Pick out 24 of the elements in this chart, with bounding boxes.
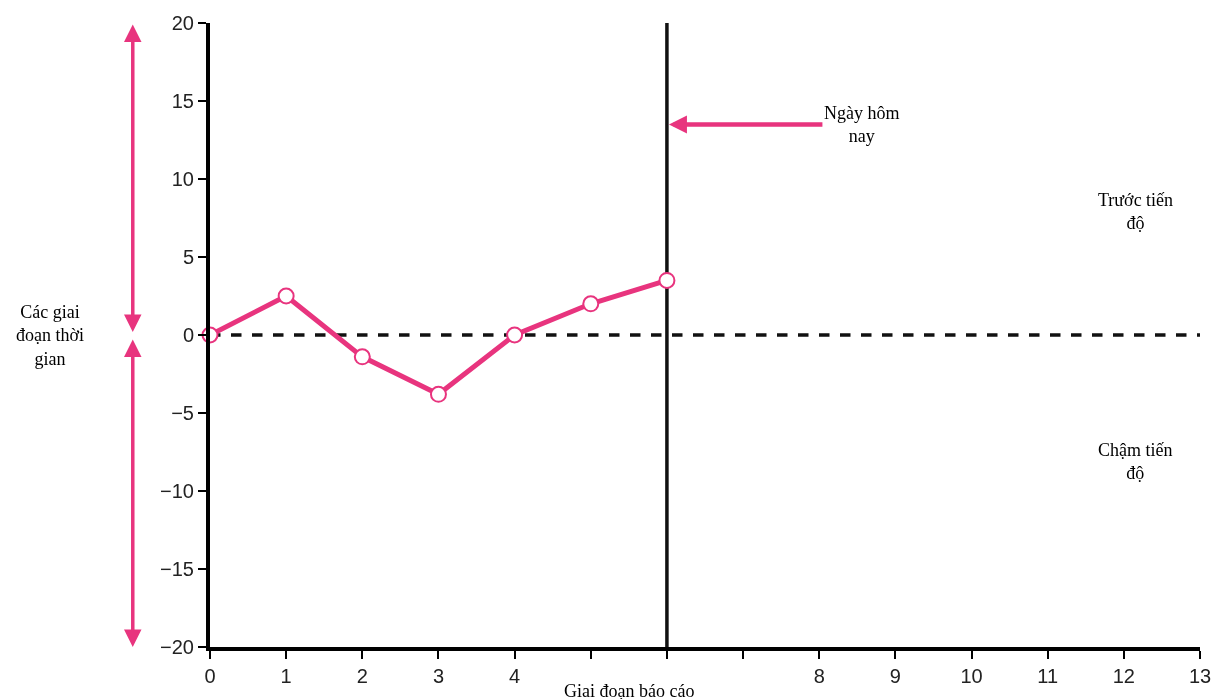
x-tick-label: 12	[1112, 665, 1135, 687]
annotation: Chậm tiến độ	[1098, 440, 1173, 484]
x-tick-label: 0	[204, 665, 216, 687]
y-axis-title: Các giai đoạn thời gian	[16, 302, 85, 369]
x-tick-label: 3	[432, 665, 445, 687]
x-tick-label: 8	[813, 665, 825, 687]
annotation: Ngày hôm nay	[824, 103, 900, 147]
y-tick-label: 15	[171, 90, 194, 112]
y-tick-label: 20	[171, 12, 194, 34]
x-tick-label: 13	[1188, 665, 1212, 687]
y-tick-label: −10	[160, 480, 194, 502]
x-tick-label: 1	[280, 665, 292, 687]
x-tick-label: 4	[509, 665, 521, 687]
x-tick-label: 9	[889, 665, 901, 687]
y-tick-label: 10	[171, 168, 194, 190]
y-tick-label: 5	[182, 246, 194, 268]
x-tick-label: 10	[960, 665, 983, 687]
x-tick-label: 2	[356, 665, 368, 687]
annotation: Trước tiến độ	[1098, 190, 1174, 234]
y-tick-label: −5	[171, 402, 194, 424]
y-tick-label: 0	[182, 324, 194, 346]
y-tick-label: −15	[160, 558, 194, 580]
y-tick-label: −20	[160, 636, 194, 658]
x-tick-label: 11	[1037, 665, 1059, 687]
